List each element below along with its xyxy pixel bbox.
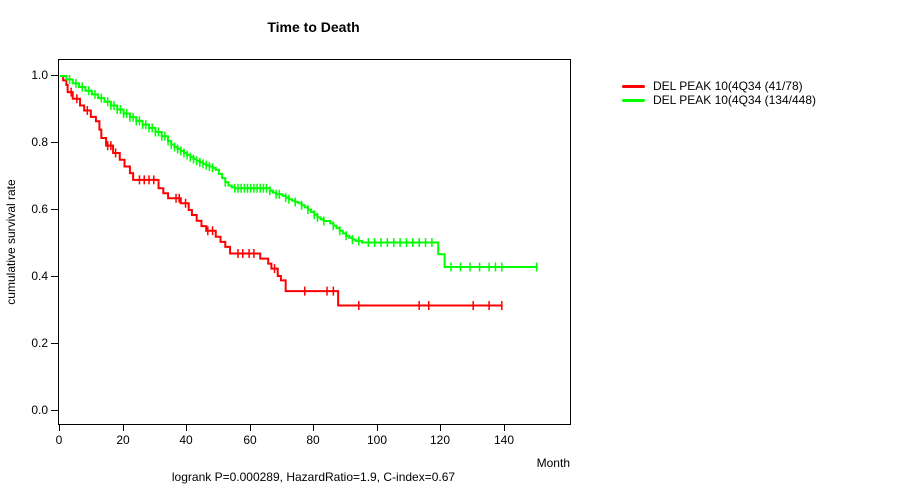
y-axis-label: cumulative survival rate [4, 179, 18, 305]
x-axis-tick-label: 60 [243, 433, 257, 447]
x-axis-tick [186, 424, 187, 431]
x-axis-tick-label: 20 [116, 433, 130, 447]
plot-area [58, 59, 571, 425]
y-axis-tick [51, 142, 58, 143]
x-axis-tick [123, 424, 124, 431]
x-axis-tick [377, 424, 378, 431]
x-axis-label: Month [536, 456, 570, 470]
survival-curve [60, 75, 502, 307]
x-axis-tick [440, 424, 441, 431]
survival-curves-canvas [60, 74, 538, 310]
x-axis-tick-label: 120 [429, 433, 451, 447]
y-axis-tick-label: 0.6 [31, 202, 48, 216]
x-axis-tick-label: 0 [55, 433, 63, 447]
legend-item: DEL PEAK 10(4Q34 (134/448) [622, 93, 816, 107]
y-axis-tick-label: 0.0 [31, 403, 48, 417]
statistics-footnote: logrank P=0.000289, HazardRatio=1.9, C-i… [171, 470, 456, 484]
x-axis-tick [313, 424, 314, 431]
censor-marks [68, 74, 538, 272]
legend-item: DEL PEAK 10(4Q34 (41/78) [622, 79, 816, 93]
x-axis-tick-label: 140 [493, 433, 515, 447]
censor-marks [70, 87, 503, 310]
chart-title: Time to Death [267, 19, 360, 35]
y-axis-tick-label: 0.8 [31, 135, 48, 149]
legend-line-red-icon [622, 84, 645, 88]
survival-curve [60, 75, 537, 268]
x-axis-tick [59, 424, 60, 431]
legend-line-green-icon [622, 98, 645, 102]
legend-label: DEL PEAK 10(4Q34 (134/448) [653, 93, 816, 107]
y-axis-tick [51, 209, 58, 210]
x-axis-tick [504, 424, 505, 431]
x-axis-tick [250, 424, 251, 431]
y-axis-tick [51, 75, 58, 76]
legend: DEL PEAK 10(4Q34 (41/78) DEL PEAK 10(4Q3… [622, 79, 816, 107]
legend-label: DEL PEAK 10(4Q34 (41/78) [653, 79, 803, 93]
x-axis-tick-label: 80 [306, 433, 320, 447]
y-axis-tick [51, 276, 58, 277]
x-axis-tick-label: 100 [366, 433, 388, 447]
y-axis-tick-label: 1.0 [31, 68, 48, 82]
x-axis-tick-label: 40 [179, 433, 193, 447]
y-axis-tick [51, 343, 58, 344]
y-axis-tick-label: 0.2 [31, 336, 48, 350]
y-axis-tick [51, 410, 58, 411]
y-axis-tick-label: 0.4 [31, 269, 48, 283]
